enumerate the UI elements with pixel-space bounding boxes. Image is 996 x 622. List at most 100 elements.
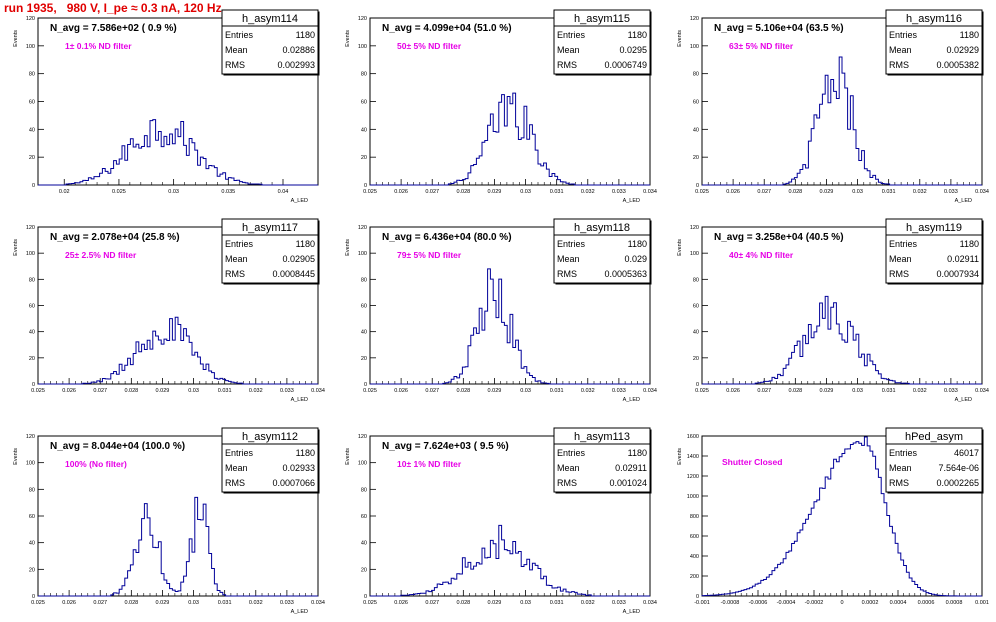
x-tick-label: 0.034 [643, 388, 657, 394]
x-tick-label: 0.028 [124, 600, 138, 606]
stats-key: Mean [889, 45, 912, 55]
stats-box [221, 427, 319, 493]
stats-value: 0.02933 [282, 463, 315, 473]
stats-value: 1180 [628, 30, 647, 40]
x-tick-label: 0.025 [363, 189, 377, 195]
stats-value: 0.02886 [282, 45, 315, 55]
y-tick-label: 0 [696, 382, 699, 388]
histogram-title: N_avg = 3.258e+04 (40.5 %) [714, 232, 844, 243]
x-tick-label: 0.027 [425, 388, 439, 394]
histogram-panel-h_asym116[interactable]: 0 20 40 60 80 100 120 0.025 0.026 0.027 0.028 0.029… [677, 9, 989, 204]
x-axis-title: A_LED [955, 198, 972, 204]
x-tick-label: 0.026 [62, 600, 76, 606]
stats-box [553, 218, 651, 284]
filter-annotation: 10± 1% ND filter [397, 459, 462, 469]
y-tick-label: 0 [32, 382, 35, 388]
stats-key: RMS [557, 60, 577, 70]
filter-annotation: 100% (No filter) [65, 459, 127, 469]
stats-histogram-name: h_asym118 [574, 222, 630, 234]
y-axis-title: Events [677, 239, 683, 256]
histogram-line [701, 436, 982, 597]
x-tick-label: 0.033 [612, 189, 626, 195]
stats-key: Entries [889, 239, 918, 249]
y-tick-label: 600 [690, 534, 699, 540]
y-tick-label: 0 [364, 594, 367, 600]
x-tick-label: 0.03 [520, 600, 531, 606]
x-tick-label: 0.028 [788, 388, 802, 394]
y-tick-label: 60 [29, 304, 35, 310]
y-axis-title: Events [13, 448, 19, 465]
x-axis-title: A_LED [291, 397, 308, 403]
y-tick-label: 60 [361, 304, 367, 310]
x-tick-label: 0.025 [112, 189, 126, 195]
run-title: run 1935, 980 V, I_pe ≈ 0.3 nA, 120 Hz [4, 1, 222, 15]
x-tick-label: 0.029 [820, 189, 834, 195]
y-tick-label: 80 [29, 487, 35, 493]
histogram-line [38, 496, 318, 597]
x-tick-label: 0.025 [31, 388, 45, 394]
histogram-panel-h_asym114[interactable]: 0 20 40 60 80 100 120 0.02 0.025 0.03 0.035 0.04 Eve… [13, 9, 320, 204]
stats-histogram-name: h_asym116 [906, 13, 962, 25]
stats-key: RMS [225, 478, 245, 488]
y-axis-title: Events [13, 239, 19, 256]
stats-box [221, 9, 319, 75]
x-tick-label: 0.034 [643, 600, 657, 606]
y-axis-title: Events [677, 448, 683, 465]
x-tick-label: 0.029 [488, 388, 502, 394]
histogram-panel-h_asym117[interactable]: 0 20 40 60 80 100 120 0.025 0.026 0.027 0.028 0.029… [13, 218, 325, 403]
y-tick-label: 1600 [687, 434, 699, 440]
stats-value: 1180 [296, 30, 315, 40]
x-tick-label: 0.031 [550, 600, 564, 606]
histogram-line [370, 524, 650, 597]
title-box [703, 19, 873, 35]
stats-box [885, 218, 983, 284]
stats-key: RMS [557, 269, 577, 279]
stats-histogram-name: h_asym113 [574, 431, 630, 443]
histogram-panel-h_asym115[interactable]: 0 20 40 60 80 100 120 0.025 0.026 0.027 0.028 0.029… [345, 9, 657, 204]
y-tick-label: 20 [693, 155, 699, 161]
y-tick-label: 100 [358, 461, 367, 467]
title-box [39, 228, 209, 244]
stats-box [885, 9, 983, 75]
histogram-title: N_avg = 8.044e+04 (100.0 %) [50, 441, 185, 452]
y-tick-label: 80 [693, 277, 699, 283]
stats-key: Entries [889, 448, 918, 458]
stats-key: Mean [225, 45, 248, 55]
stats-box [553, 427, 651, 493]
x-tick-label: 0.04 [278, 189, 289, 195]
histogram-panel-hPed_asym[interactable]: 0 200 400 600 800 1000 1200 1400 1600 -0.001 -0.00… [677, 427, 989, 606]
x-tick-label: 0.027 [425, 189, 439, 195]
histogram-panel-h_asym118[interactable]: 0 20 40 60 80 100 120 0.025 0.026 0.027 0.028 0.029… [345, 218, 657, 403]
y-tick-label: 1200 [687, 474, 699, 480]
y-tick-label: 40 [29, 541, 35, 547]
x-tick-label: 0.031 [550, 189, 564, 195]
x-tick-label: 0.034 [643, 189, 657, 195]
y-tick-label: 60 [693, 100, 699, 106]
histogram-panel-h_asym112[interactable]: 0 20 40 60 80 100 120 0.025 0.026 0.027 0.028 0.029… [13, 427, 325, 615]
histogram-line [38, 316, 318, 385]
x-tick-label: 0.029 [156, 600, 170, 606]
y-tick-label: 60 [361, 100, 367, 106]
x-tick-label: 0.026 [726, 388, 740, 394]
stats-histogram-name: h_asym114 [242, 13, 298, 25]
histogram-title: N_avg = 6.436e+04 (80.0 %) [382, 232, 512, 243]
stats-histogram-name: h_asym115 [574, 13, 630, 25]
stats-key: Mean [889, 254, 912, 264]
y-tick-label: 100 [358, 44, 367, 50]
y-tick-label: 40 [361, 127, 367, 133]
histogram-panel-h_asym119[interactable]: 0 20 40 60 80 100 120 0.025 0.026 0.027 0.028 0.029… [677, 218, 989, 403]
x-tick-label: 0.027 [757, 189, 771, 195]
stats-key: Mean [557, 45, 580, 55]
x-tick-label: 0.0008 [946, 600, 963, 606]
x-axis-title: A_LED [623, 198, 640, 204]
title-box [39, 437, 209, 453]
x-tick-label: 0 [840, 600, 843, 606]
x-tick-label: 0.031 [218, 600, 232, 606]
stats-key: Mean [225, 254, 248, 264]
stats-value: 0.02911 [947, 254, 979, 264]
stats-value: 0.0295 [619, 45, 647, 55]
filter-annotation: 79± 5% ND filter [397, 250, 462, 260]
y-tick-label: 120 [358, 434, 367, 440]
histogram-panel-h_asym113[interactable]: 0 20 40 60 80 100 120 0.025 0.026 0.027 0.028 0.029… [345, 427, 657, 615]
y-tick-label: 40 [361, 541, 367, 547]
